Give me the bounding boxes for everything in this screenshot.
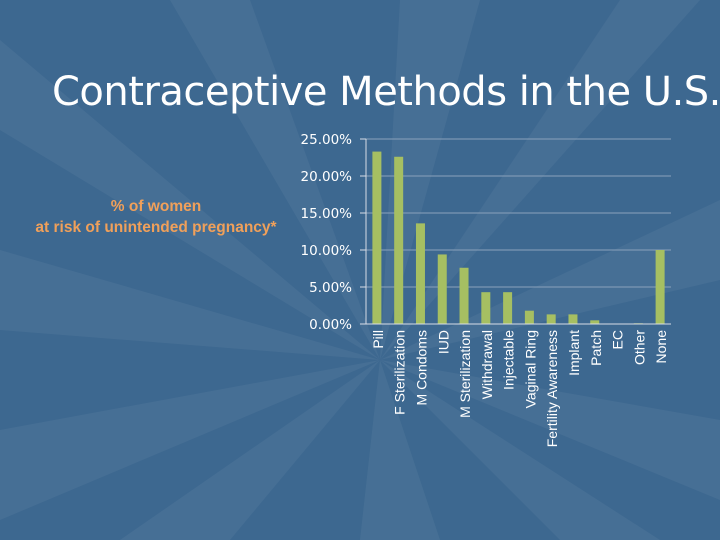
x-tick-label: Fertility Awareness — [544, 330, 560, 447]
slide-title: Contraceptive Methods in the U.S. — [52, 68, 720, 115]
x-tick-labels: Pill F Sterilization M Condoms IUD M Sterili… — [370, 330, 669, 448]
x-tick-label: IUD — [435, 330, 451, 354]
bar-withdrawal — [481, 292, 491, 324]
x-tick-label: None — [653, 330, 669, 364]
y-tick-label: 15.00% — [301, 206, 353, 222]
bar-none — [655, 250, 665, 324]
bar-patch — [590, 320, 600, 324]
y-axis-label-line-2: at risk of unintended pregnancy* — [35, 219, 277, 236]
bar-iud — [437, 254, 447, 324]
gridlines — [366, 138, 671, 288]
x-tick-label: Other — [631, 330, 647, 365]
y-tick-label: 5.00% — [309, 280, 352, 296]
x-tick-label: Pill — [370, 330, 386, 349]
x-tick-label: M Sterilization — [457, 330, 473, 418]
x-tick-label: Implant — [566, 330, 582, 376]
bar-f-sterilization — [394, 156, 404, 324]
bar-pill — [372, 151, 382, 324]
x-tick-label: F Sterilization — [392, 330, 408, 415]
y-tick-label: 0.00% — [309, 317, 352, 333]
x-tick-label: Injectable — [501, 330, 517, 390]
axes — [360, 138, 671, 325]
y-axis-label: % of women at risk of unintended pregnan… — [20, 196, 292, 238]
y-tick-labels: 0.00% 5.00% 10.00% 15.00% 20.00% 25.00% — [301, 132, 353, 333]
x-tick-label: M Condoms — [413, 330, 429, 405]
y-tick-label: 20.00% — [301, 169, 353, 185]
bars — [372, 151, 665, 324]
bar-m-sterilization — [459, 267, 469, 324]
bar-fertility-awareness — [546, 314, 556, 324]
bar-implant — [568, 314, 578, 324]
bar-m-condoms — [415, 223, 425, 324]
x-tick-label: Patch — [588, 330, 604, 366]
x-tick-label: Vaginal Ring — [522, 330, 538, 408]
y-tick-label: 10.00% — [301, 243, 353, 259]
y-tick-label: 25.00% — [301, 132, 353, 148]
y-axis-label-line-1: % of women — [110, 198, 202, 215]
x-tick-label: Withdrawal — [479, 330, 495, 399]
bar-injectable — [503, 292, 513, 324]
bar-vaginal-ring — [524, 310, 534, 324]
x-tick-label: EC — [610, 330, 626, 349]
